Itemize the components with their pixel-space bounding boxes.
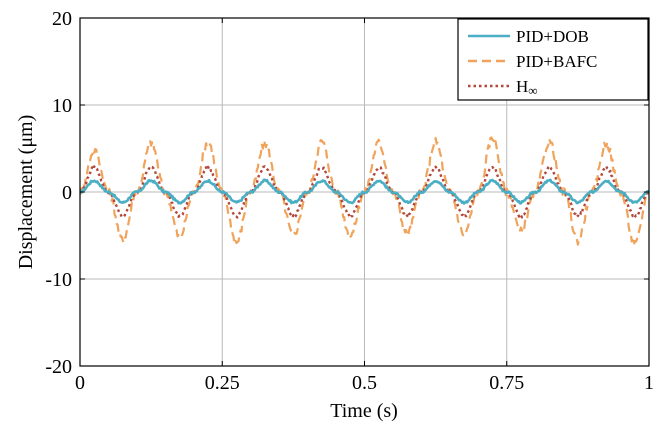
series-line-pid-dob	[80, 178, 649, 205]
y-tick-label: -10	[45, 269, 72, 291]
legend-label-h-sub: ∞	[528, 83, 537, 98]
x-tick-label: 0.25	[205, 372, 240, 394]
series-line-pid-bafc	[80, 136, 649, 247]
x-tick-label: 0.75	[489, 372, 524, 394]
x-axis-label: Time (s)	[330, 400, 398, 422]
legend: PID+DOB PID+BAFC H∞	[457, 18, 649, 101]
y-tick-label: 10	[52, 95, 72, 117]
y-tick-label: 20	[52, 8, 72, 30]
tick-label-layer: 0 0.25 0.5 0.75 1 -20 -10 0 10 20	[45, 8, 654, 394]
legend-box	[457, 18, 649, 101]
legend-label-pid-bafc: PID+BAFC	[516, 52, 597, 71]
y-tick-label: 0	[62, 182, 72, 204]
y-axis-label: Displacement (μm)	[15, 115, 37, 270]
series-layer	[80, 136, 649, 247]
tick-layer	[79, 17, 650, 367]
x-tick-label: 0.5	[352, 372, 377, 394]
legend-label-pid-dob: PID+DOB	[516, 27, 589, 46]
x-tick-label: 1	[644, 372, 654, 394]
legend-label-h-main: H	[516, 77, 528, 96]
x-tick-label: 0	[75, 372, 85, 394]
y-tick-label: -20	[45, 356, 72, 378]
series-line-hh-infinity	[80, 164, 649, 219]
legend-label-h-infinity: H∞	[516, 77, 538, 98]
